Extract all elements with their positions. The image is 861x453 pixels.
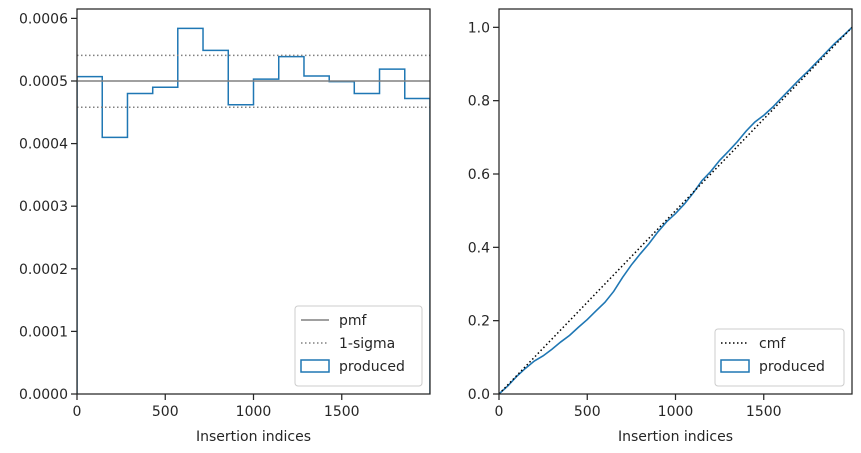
y-tick-label: 0.0005 — [19, 74, 68, 90]
x-tick-label: 1000 — [236, 404, 272, 420]
legend-label: produced — [339, 359, 405, 375]
x-tick-label: 500 — [152, 404, 179, 420]
y-tick-label: 0.0003 — [19, 199, 68, 215]
histogram-panel: 0 500 1000 1500 0.0000 0.0001 0.0002 0.0003 0.00… — [19, 8, 431, 445]
y-tick-label: 0.0001 — [19, 324, 68, 340]
x-tick-label: 500 — [574, 404, 601, 420]
x-tick-label: 1000 — [658, 404, 694, 420]
y-tick-label: 0.0000 — [19, 387, 68, 403]
y-tick-label: 1.0 — [468, 20, 490, 36]
y-tick-label: 0.0 — [468, 387, 490, 403]
y-tick-label: 0.0006 — [19, 11, 68, 27]
y-tick-label: 0.0002 — [19, 262, 68, 278]
legend-swatch — [720, 359, 750, 373]
legend-label: cmf — [759, 336, 786, 352]
x-tick-label: 1500 — [324, 404, 360, 420]
legend: pmf 1-sigma produced — [294, 305, 423, 387]
x-tick-label: 0 — [73, 404, 82, 420]
plot-area — [77, 27, 430, 394]
cumulative-panel: 0 500 1000 1500 0.0 0.2 0.4 0.6 0.8 1.0 Insertion … — [468, 8, 853, 445]
x-axis-label: Insertion indices — [618, 429, 733, 445]
x-axis-label: Insertion indices — [196, 429, 311, 445]
y-tick-label: 0.4 — [468, 240, 490, 256]
y-tick-label: 0.8 — [468, 94, 490, 110]
legend-label: produced — [759, 359, 825, 375]
produced-cumulative-line — [499, 26, 852, 394]
y-tick-label: 0.6 — [468, 167, 490, 183]
legend-swatch — [300, 359, 330, 373]
x-tick-label: 1500 — [746, 404, 782, 420]
cmf-line — [499, 26, 852, 394]
legend-label: pmf — [339, 313, 368, 329]
legend: cmf produced — [714, 328, 845, 387]
y-tick-label: 0.0004 — [19, 137, 68, 153]
plot-area — [499, 26, 852, 394]
legend-label: 1-sigma — [339, 336, 395, 352]
x-tick-label: 0 — [495, 404, 504, 420]
y-tick-label: 0.2 — [468, 314, 490, 330]
legend-frame — [294, 305, 423, 387]
produced-histogram-step — [77, 27, 430, 394]
